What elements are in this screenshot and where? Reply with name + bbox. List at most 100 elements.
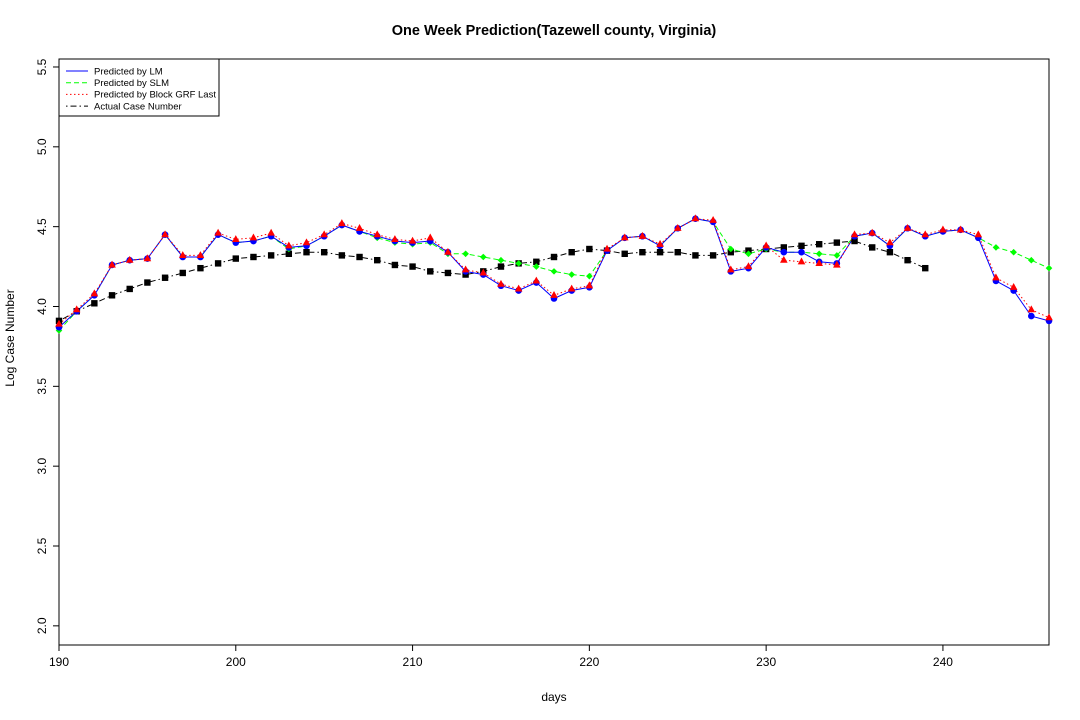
y-axis: 2.0 2.5 3.0 3.5 4.0 4.5 5.0 5.5 — [35, 58, 59, 634]
data-point — [673, 223, 682, 231]
data-point — [479, 253, 487, 261]
data-point — [320, 249, 328, 256]
data-point — [391, 235, 399, 243]
data-point — [833, 260, 841, 268]
data-point — [726, 265, 735, 273]
data-point — [851, 237, 858, 245]
data-point — [72, 305, 81, 313]
data-point — [798, 242, 805, 250]
data-point — [815, 241, 823, 248]
data-point — [886, 249, 894, 256]
series-markers-2 — [55, 214, 1053, 327]
data-point — [603, 244, 611, 252]
data-point — [1027, 305, 1036, 313]
data-point — [586, 272, 593, 280]
data-point — [797, 257, 806, 265]
data-point — [745, 250, 752, 258]
data-point — [691, 214, 700, 222]
data-point — [869, 244, 876, 251]
series-markers-3 — [55, 237, 929, 325]
data-point — [444, 247, 452, 255]
data-point — [267, 252, 275, 259]
x-axis: 190 200 210 220 230 240 — [49, 645, 953, 669]
data-point — [939, 225, 947, 233]
data-point — [904, 256, 911, 264]
data-point — [143, 254, 152, 262]
legend-entry-label: Predicted by Block GRF Last — [94, 90, 216, 101]
data-point — [956, 225, 965, 233]
x-tick-label: 220 — [579, 655, 599, 669]
data-point — [285, 250, 293, 258]
data-point — [833, 239, 841, 246]
data-point — [338, 219, 346, 227]
data-point — [108, 260, 116, 268]
data-point — [90, 289, 99, 297]
series-3 — [58, 240, 926, 322]
data-point — [196, 251, 205, 258]
data-point — [727, 245, 735, 253]
data-point — [408, 236, 417, 244]
data-point — [744, 262, 753, 270]
data-point — [373, 230, 382, 238]
x-axis-label: days — [541, 690, 566, 704]
y-tick-label: 5.0 — [35, 138, 49, 155]
data-point — [833, 252, 841, 259]
data-point — [161, 230, 169, 238]
data-point — [179, 269, 186, 277]
data-point — [815, 250, 823, 258]
data-point — [780, 248, 788, 256]
data-point — [550, 253, 558, 261]
y-tick-label: 4.5 — [35, 218, 49, 235]
data-point — [479, 268, 488, 276]
data-point — [532, 276, 541, 284]
data-point — [197, 264, 204, 272]
data-point — [303, 249, 310, 256]
legend-entry-label: Predicted by LM — [94, 66, 163, 77]
data-point — [656, 239, 664, 247]
plot-area-frame — [58, 58, 1050, 646]
legend-entry-label: Actual Case Number — [94, 101, 182, 112]
data-point — [850, 230, 859, 238]
data-point — [1009, 283, 1018, 290]
data-point — [461, 265, 470, 273]
data-point — [709, 215, 717, 223]
data-point — [231, 235, 240, 243]
data-point — [780, 244, 788, 251]
data-point — [497, 279, 505, 287]
data-point — [1028, 312, 1035, 320]
data-point — [638, 231, 647, 239]
y-tick-label: 3.0 — [35, 458, 49, 475]
data-point — [249, 233, 258, 241]
data-point — [497, 256, 505, 264]
data-point — [374, 256, 381, 264]
data-point — [639, 249, 646, 256]
data-point — [302, 238, 311, 246]
x-tick-label: 200 — [226, 655, 246, 669]
data-point — [533, 263, 540, 270]
data-point — [620, 233, 629, 241]
data-point — [1028, 256, 1035, 264]
data-point — [656, 249, 664, 256]
data-point — [585, 281, 594, 289]
data-point — [161, 274, 169, 281]
y-tick-label: 5.5 — [35, 58, 49, 75]
data-point — [674, 249, 681, 256]
data-point — [126, 285, 133, 293]
data-point — [567, 284, 576, 292]
data-point — [267, 228, 275, 236]
data-point — [125, 255, 134, 263]
series-layer — [55, 214, 1053, 334]
x-tick-label: 230 — [756, 655, 776, 669]
data-point — [214, 260, 222, 267]
data-point — [391, 261, 399, 269]
data-point — [497, 263, 505, 270]
data-point — [1045, 313, 1053, 321]
data-point — [355, 223, 364, 231]
data-point — [780, 255, 788, 263]
data-point — [550, 291, 558, 298]
y-tick-label: 2.5 — [35, 537, 49, 554]
data-point — [568, 249, 575, 256]
legend-entry-label: Predicted by SLM — [94, 78, 169, 89]
